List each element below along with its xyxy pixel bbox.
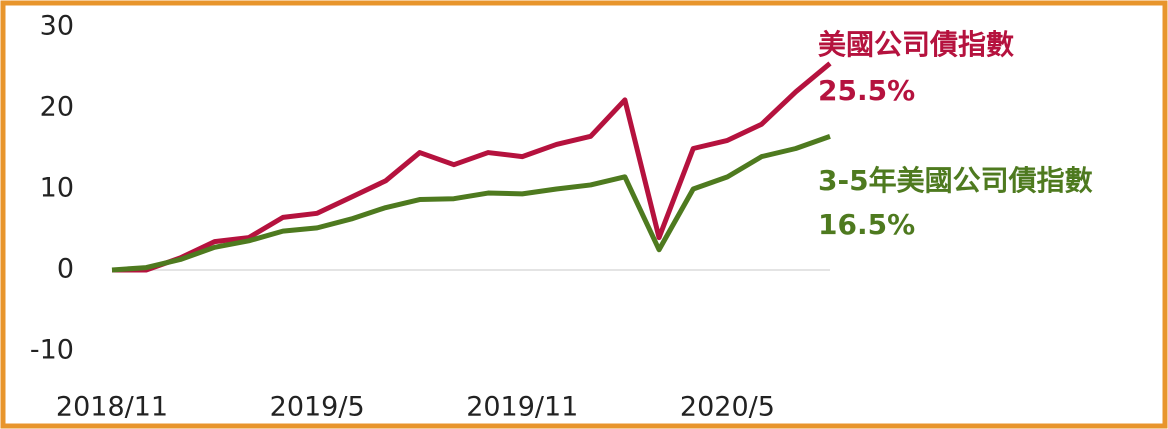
y-tick-label: 0 — [57, 254, 74, 285]
series-line — [112, 61, 832, 273]
series-label: 3-5年美國公司債指數 — [818, 164, 1093, 197]
value-label: 16.5% — [818, 208, 915, 241]
x-tick-label: 2019/5 — [270, 392, 365, 423]
y-tick-label: 30 — [40, 11, 74, 42]
x-tick-label: 2019/11 — [466, 392, 578, 423]
value-label: 25.5% — [818, 74, 915, 107]
series-line — [111, 133, 831, 273]
series-label: 美國公司債指數 — [818, 28, 1014, 61]
x-tick-label: 2018/11 — [56, 392, 168, 423]
y-tick-label: 10 — [40, 173, 74, 204]
y-tick-label: 20 — [40, 92, 74, 123]
x-tick-label: 2020/5 — [680, 392, 775, 423]
y-tick-label: -10 — [30, 335, 74, 366]
